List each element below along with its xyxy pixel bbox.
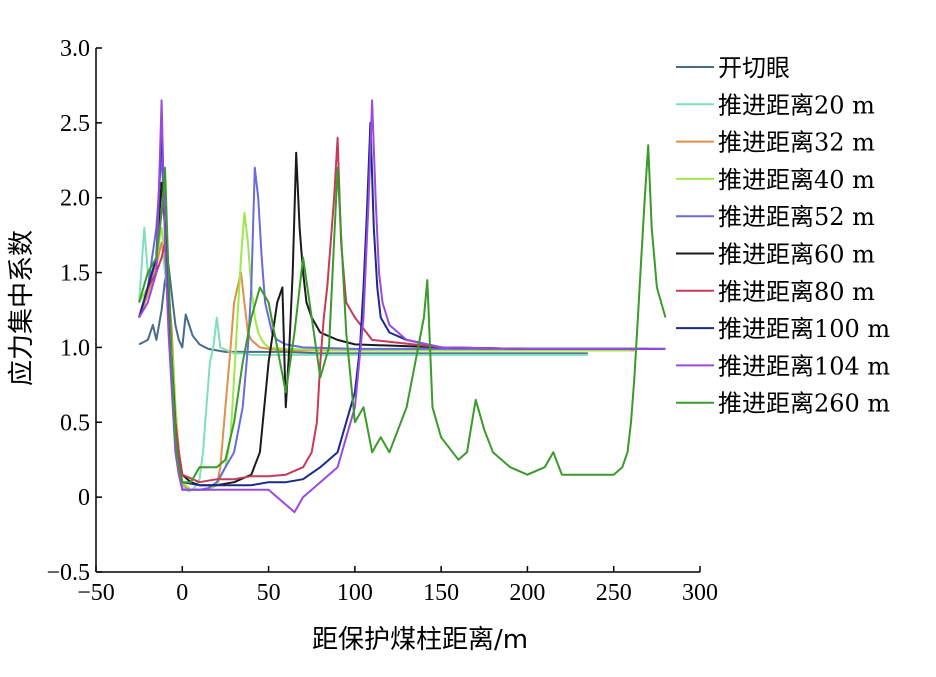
legend-label: 推进距离52 m [718,203,875,231]
y-tick-label: 2.5 [60,111,90,137]
y-tick-label: 0 [78,485,90,511]
series-line-9 [138,144,667,484]
x-tick-label: 50 [257,580,281,606]
y-tick-label: −0.5 [46,560,90,586]
y-tick-label: 3.0 [60,36,90,62]
legend-label: 推进距离20 m [718,91,875,119]
x-tick-label: 200 [509,580,545,606]
series-line-6 [138,136,666,484]
x-tick-label: 300 [682,580,718,606]
legend-label: 推进距离32 m [718,129,875,157]
x-tick-label: −50 [77,580,115,606]
y-axis-title: 应力集中系数 [7,230,37,386]
legend-label: 推进距离40 m [718,166,875,194]
x-tick-label: 250 [596,580,632,606]
series-line-0 [138,264,588,355]
x-tick-label: 0 [176,580,188,606]
series-line-2 [138,241,635,491]
series-line-8 [138,99,666,514]
x-tick-label: 150 [423,580,459,606]
legend-label: 推进距离100 m [718,315,890,343]
plot-area [138,99,667,514]
y-tick-label: 1.0 [60,335,90,361]
legend-label: 开切眼 [718,54,790,82]
y-tick-label: 0.5 [60,410,90,436]
axes: −0.5 0 0.5 1.0 1.5 2.0 2.5 3.0 −50 0 50 100 150 200 25… [46,36,718,606]
legend-label: 推进距离104 m [718,352,890,380]
legend-label: 推进距离260 m [718,390,890,418]
y-tick-label: 2.0 [60,186,90,212]
series-line-7 [138,121,666,487]
legend-label: 推进距离80 m [718,278,875,306]
series-line-5 [138,151,649,487]
x-axis-title: 距保护煤柱距离/m [312,625,528,655]
legend-label: 推进距离60 m [718,241,875,269]
y-tick-label: 1.5 [60,261,90,287]
x-tick-label: 100 [337,580,373,606]
